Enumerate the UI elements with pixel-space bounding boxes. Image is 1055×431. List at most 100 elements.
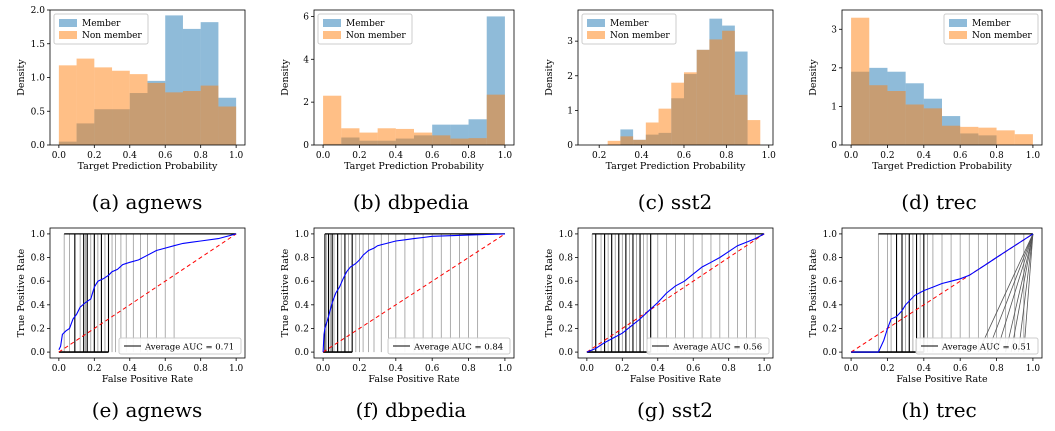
bar-nonmember (468, 138, 487, 145)
x-tick-label: 1.0 (757, 364, 772, 374)
x-tick-label: 0.4 (123, 151, 138, 161)
legend-swatch-member (949, 19, 967, 27)
x-tick-label: 1.0 (1026, 151, 1041, 161)
y-tick-label: 0.4 (295, 301, 310, 311)
bar-nonmember (359, 132, 378, 145)
legend-label-nonmember: Non member (972, 31, 1032, 41)
y-tick-label: 1.0 (31, 230, 46, 240)
y-tick-label: 1.0 (295, 230, 310, 240)
bar-nonmember (414, 132, 433, 145)
legend: Average AUC = 0.84 (387, 337, 511, 355)
bar-nonmember (722, 30, 735, 145)
x-tick-label: 0.8 (989, 151, 1004, 161)
caption-f: (f) dbpedia (355, 398, 467, 422)
bar-nonmember (671, 82, 684, 145)
legend-box (943, 13, 1039, 45)
x-tick-label: 0.2 (615, 364, 629, 374)
x-tick-label: 0.8 (461, 151, 476, 161)
y-tick-label: 0.4 (559, 301, 574, 311)
bar-nonmember (323, 95, 342, 145)
roc-curve (851, 233, 1034, 353)
y-tick-label: 0.0 (559, 348, 574, 358)
axes-frame (313, 227, 515, 359)
legend: Member Non member (317, 13, 413, 45)
legend-swatch-member (323, 19, 341, 27)
x-tick-label: 1.0 (498, 364, 513, 374)
panel-roc-sst2: 0.0 0.2 0.4 0.6 0.8 1.0 0.0 0.2 0.4 0.6 0.8 1.0 Fals… (544, 227, 774, 385)
bar-nonmember (996, 130, 1015, 145)
y-axis-label: True Positive Rate (808, 248, 819, 337)
y-tick-label: 0.6 (295, 277, 310, 287)
x-tick-label: 1.0 (498, 151, 513, 161)
y-tick-label: 1 (567, 106, 573, 116)
y-tick-label: 2 (567, 72, 573, 82)
bar-nonmember (942, 125, 961, 145)
x-axis-label: Target Prediction Probability (78, 161, 218, 172)
x-tick-label: 0.4 (389, 151, 404, 161)
bar-nonmember (620, 136, 634, 145)
legend-label-nonmember: Non member (610, 31, 670, 41)
legend: Average AUC = 0.51 (915, 337, 1039, 355)
x-tick-label: 0.8 (194, 151, 209, 161)
panel-hist-agnews: 0.0 0.2 0.4 0.6 0.8 1.0 0.0 0.5 1.0 1.5 2.0 Target … (16, 6, 246, 172)
x-tick-label: 0.8 (989, 364, 1004, 374)
y-tick-label: 1.0 (823, 230, 838, 240)
x-tick-label: 0.6 (953, 151, 968, 161)
axes-frame (577, 9, 774, 146)
caption-c: (c) sst2 (637, 190, 713, 214)
legend-swatch-nonmember (59, 31, 77, 39)
axes-frame (841, 227, 1043, 359)
plot-area (58, 233, 237, 353)
plot-area (323, 16, 505, 145)
axes-frame (577, 227, 774, 359)
axes-frame (313, 9, 515, 146)
bar-nonmember (182, 91, 201, 145)
bar-nonmember (869, 85, 888, 145)
y-tick-label: 0.8 (823, 254, 838, 264)
y-tick-label: 0.6 (31, 277, 46, 287)
y-tick-label: 0.2 (823, 324, 837, 334)
plot-area (607, 18, 761, 145)
legend-swatch-nonmember (587, 31, 605, 39)
fan-line (1005, 233, 1034, 353)
bar-nonmember (905, 104, 924, 145)
x-tick-label: 0.8 (194, 364, 209, 374)
legend-box (118, 337, 242, 355)
panel-roc-trec: 0.0 0.2 0.4 0.6 0.8 1.0 0.0 0.2 0.4 0.6 0.8 1.0 Fals… (808, 227, 1043, 385)
x-tick-label: 0.0 (52, 151, 67, 161)
x-tick-label: 0.0 (844, 151, 859, 161)
y-tick-label: 1 (831, 102, 837, 112)
x-tick-label: 0.6 (677, 151, 692, 161)
fan-line (1023, 233, 1034, 353)
diagonal-line (586, 233, 765, 353)
y-tick-label: 0.2 (31, 324, 45, 334)
y-tick-label: 0 (303, 141, 309, 151)
panel-roc-dbpedia: 0.0 0.2 0.4 0.6 0.8 1.0 0.0 0.2 0.4 0.6 0.8 1.0 Fals… (280, 227, 515, 385)
x-axis-label: Target Prediction Probability (606, 161, 746, 172)
y-tick-label: 3 (567, 37, 573, 47)
bar-nonmember (1014, 134, 1033, 145)
bar-nonmember (887, 91, 906, 145)
y-axis-label: Density (808, 59, 819, 96)
x-tick-label: 0.0 (316, 151, 331, 161)
x-tick-label: 0.2 (87, 151, 101, 161)
y-tick-label: 2.0 (31, 6, 46, 16)
bar-nonmember (200, 85, 219, 145)
bar-nonmember (645, 122, 659, 145)
x-axis-label: Target Prediction Probability (872, 161, 1012, 172)
plot-area (586, 233, 765, 353)
diagonal-line (58, 233, 237, 353)
y-axis-label: Density (544, 59, 555, 96)
x-tick-label: 0.4 (123, 364, 138, 374)
y-tick-label: 0 (831, 141, 837, 151)
legend-box (646, 337, 770, 355)
legend-label-member: Member (972, 19, 1011, 29)
legend: Member Non member (943, 13, 1039, 45)
y-axis-label: Density (16, 59, 27, 96)
plot-area (58, 15, 237, 145)
x-tick-label: 0.6 (686, 364, 701, 374)
bar-nonmember (709, 39, 723, 145)
caption-e: (e) agnews (91, 398, 203, 422)
fan-line (996, 233, 1034, 353)
